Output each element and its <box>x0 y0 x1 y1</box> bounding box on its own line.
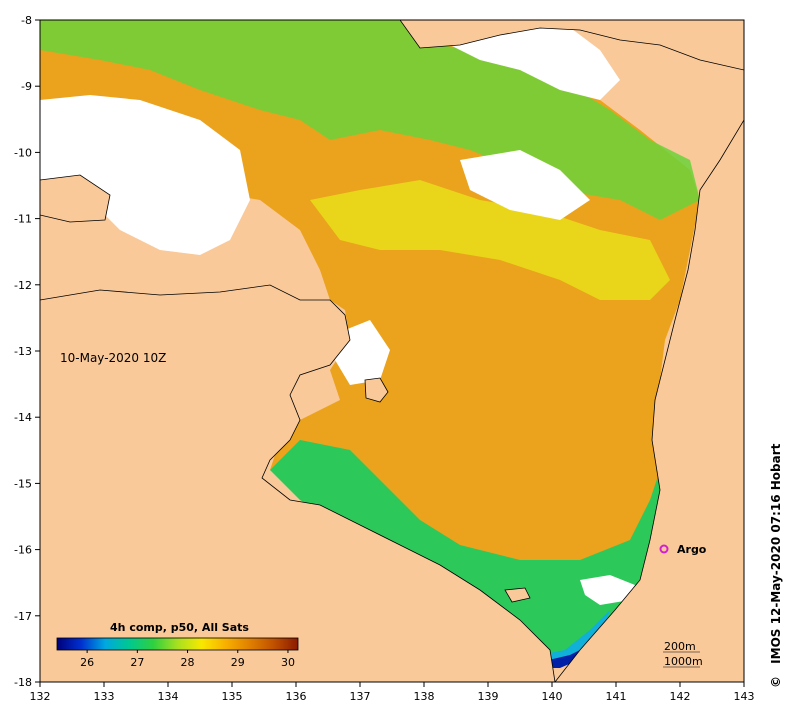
x-tick-label: 143 <box>734 690 755 703</box>
x-tick-label: 135 <box>222 690 243 703</box>
argo-label: Argo <box>677 543 707 556</box>
cloud-gap-west <box>40 95 250 255</box>
y-tick-label: -12 <box>14 279 32 292</box>
date-label: 10-May-2020 10Z <box>60 351 166 365</box>
colorbar-ticks: 26 27 28 29 30 <box>80 650 295 669</box>
colorbar-tick-label: 30 <box>281 656 295 669</box>
cloud-gap-northeast <box>440 20 620 100</box>
cloud-gap-southeast <box>580 575 635 605</box>
colorbar-gradient <box>56 637 299 651</box>
x-axis: 132 133 134 135 136 137 138 139 140 141 142 143 <box>30 682 755 703</box>
x-tick-label: 136 <box>286 690 307 703</box>
land-new-guinea <box>399 20 744 71</box>
credit-text: © IMOS 12-May-2020 07:16 Hobart <box>769 443 783 688</box>
argo-float-marker[interactable] <box>659 544 669 554</box>
x-tick-label: 141 <box>606 690 627 703</box>
copyright-symbol: © <box>769 676 783 688</box>
land-groote-eylandt <box>364 377 389 403</box>
x-tick-label: 142 <box>670 690 691 703</box>
colorbar-tick-label: 27 <box>130 656 144 669</box>
colorbar-tick-label: 29 <box>231 656 245 669</box>
cloud-gap-center <box>460 150 590 220</box>
scale-label-200m: 200m <box>664 640 696 653</box>
y-tick-label: -8 <box>21 14 32 27</box>
colorbar: 4h comp, p50, All Sats 26 27 28 29 30 <box>56 621 299 669</box>
x-tick-label: 134 <box>158 690 179 703</box>
map-plot-area <box>40 20 744 682</box>
x-tick-label: 138 <box>414 690 435 703</box>
x-tick-label: 137 <box>350 690 371 703</box>
y-tick-label: -17 <box>14 610 32 623</box>
y-tick-label: -10 <box>14 146 32 159</box>
land-northern-territory <box>40 284 556 682</box>
colorbar-tick-label: 28 <box>181 656 195 669</box>
x-tick-label: 139 <box>478 690 499 703</box>
x-tick-label: 132 <box>30 690 51 703</box>
colorbar-tick-label: 26 <box>80 656 94 669</box>
credit-label: IMOS 12-May-2020 07:16 Hobart <box>769 443 783 663</box>
scale-label-1000m: 1000m <box>664 655 703 668</box>
land-mornington-island <box>504 587 531 603</box>
sst-yellow-band <box>310 180 670 300</box>
y-tick-label: -9 <box>21 80 32 93</box>
colorbar-title: 4h comp, p50, All Sats <box>110 621 249 634</box>
y-tick-label: -18 <box>14 676 32 689</box>
y-tick-label: -13 <box>14 345 32 358</box>
y-tick-label: -11 <box>14 213 32 226</box>
y-tick-label: -16 <box>14 544 32 557</box>
land-tiwi-islands <box>40 174 111 223</box>
land-cape-york <box>554 119 744 682</box>
x-tick-label: 140 <box>542 690 563 703</box>
sst-cool-band-south <box>270 440 665 665</box>
y-tick-label: -14 <box>14 411 32 424</box>
y-axis: -8 -9 -10 -11 -12 -13 -14 -15 -16 -17 -18 <box>14 14 40 689</box>
y-tick-label: -15 <box>14 477 32 490</box>
x-tick-label: 133 <box>94 690 115 703</box>
